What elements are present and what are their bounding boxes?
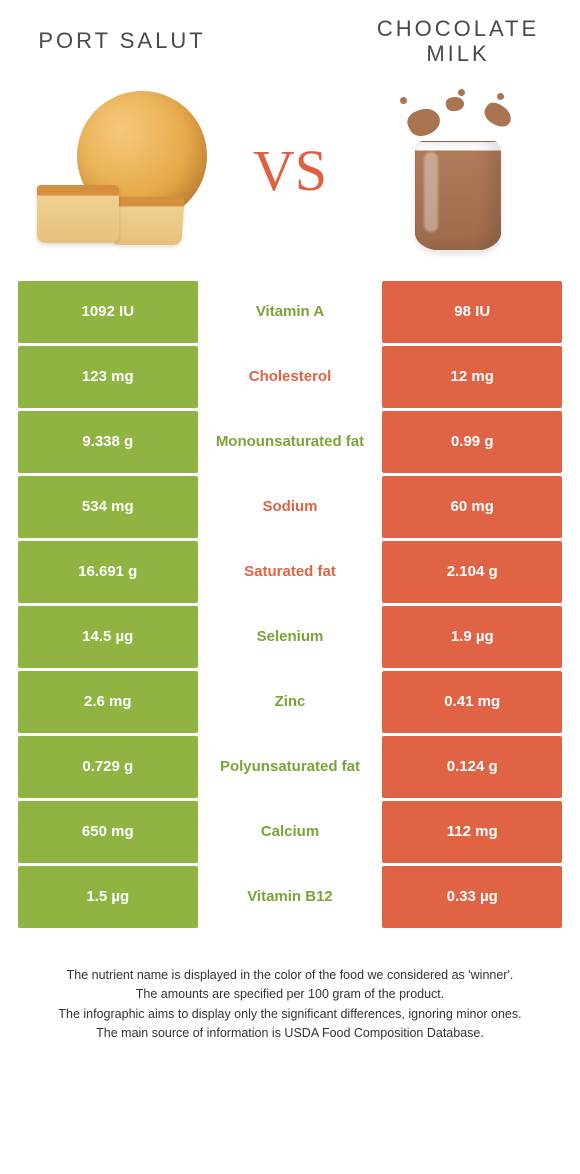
image-row: VS <box>0 71 580 281</box>
nutrient-table: 1092 IUVitamin A98 IU123 mgCholesterol12… <box>0 281 580 928</box>
table-row: 2.6 mgZinc0.41 mg <box>18 671 562 733</box>
left-value: 9.338 g <box>18 411 198 473</box>
right-value: 98 IU <box>382 281 562 343</box>
nutrient-label: Saturated fat <box>198 541 383 603</box>
footnotes: The nutrient name is displayed in the co… <box>0 931 580 1065</box>
left-value: 16.691 g <box>18 541 198 603</box>
left-value: 2.6 mg <box>18 671 198 733</box>
left-food-title: PORT SALUT <box>10 28 234 54</box>
nutrient-label: Zinc <box>198 671 383 733</box>
left-value: 0.729 g <box>18 736 198 798</box>
table-row: 0.729 gPolyunsaturated fat0.124 g <box>18 736 562 798</box>
right-food-image <box>346 81 570 261</box>
footnote-line: The nutrient name is displayed in the co… <box>22 967 558 985</box>
table-row: 9.338 gMonounsaturated fat0.99 g <box>18 411 562 473</box>
header: PORT SALUT CHOCOLATE MILK <box>0 0 580 71</box>
table-row: 1.5 µgVitamin B120.33 µg <box>18 866 562 928</box>
nutrient-label: Selenium <box>198 606 383 668</box>
chocolate-milk-icon <box>403 91 513 251</box>
table-row: 14.5 µgSelenium1.9 µg <box>18 606 562 668</box>
table-row: 123 mgCholesterol12 mg <box>18 346 562 408</box>
infographic-root: { "header": { "left_title": "PORT SALUT"… <box>0 0 580 1065</box>
nutrient-label: Sodium <box>198 476 383 538</box>
left-food-image <box>10 81 234 261</box>
footnote-line: The main source of information is USDA F… <box>22 1025 558 1043</box>
left-value: 534 mg <box>18 476 198 538</box>
table-row: 1092 IUVitamin A98 IU <box>18 281 562 343</box>
nutrient-label: Polyunsaturated fat <box>198 736 383 798</box>
right-value: 112 mg <box>382 801 562 863</box>
right-value: 1.9 µg <box>382 606 562 668</box>
nutrient-label: Calcium <box>198 801 383 863</box>
left-value: 1.5 µg <box>18 866 198 928</box>
right-value: 0.33 µg <box>382 866 562 928</box>
right-value: 12 mg <box>382 346 562 408</box>
right-value: 0.41 mg <box>382 671 562 733</box>
footnote-line: The infographic aims to display only the… <box>22 1006 558 1024</box>
right-value: 2.104 g <box>382 541 562 603</box>
table-row: 534 mgSodium60 mg <box>18 476 562 538</box>
nutrient-label: Monounsaturated fat <box>198 411 383 473</box>
nutrient-label: Vitamin A <box>198 281 383 343</box>
left-value: 14.5 µg <box>18 606 198 668</box>
footnote-line: The amounts are specified per 100 gram o… <box>22 986 558 1004</box>
table-row: 16.691 gSaturated fat2.104 g <box>18 541 562 603</box>
table-row: 650 mgCalcium112 mg <box>18 801 562 863</box>
right-value: 60 mg <box>382 476 562 538</box>
left-value: 650 mg <box>18 801 198 863</box>
nutrient-label: Vitamin B12 <box>198 866 383 928</box>
left-value: 1092 IU <box>18 281 198 343</box>
right-food-title: CHOCOLATE MILK <box>346 16 570 67</box>
left-value: 123 mg <box>18 346 198 408</box>
right-value: 0.99 g <box>382 411 562 473</box>
right-value: 0.124 g <box>382 736 562 798</box>
cheese-icon <box>37 91 207 251</box>
vs-label: VS <box>234 137 346 204</box>
nutrient-label: Cholesterol <box>198 346 383 408</box>
